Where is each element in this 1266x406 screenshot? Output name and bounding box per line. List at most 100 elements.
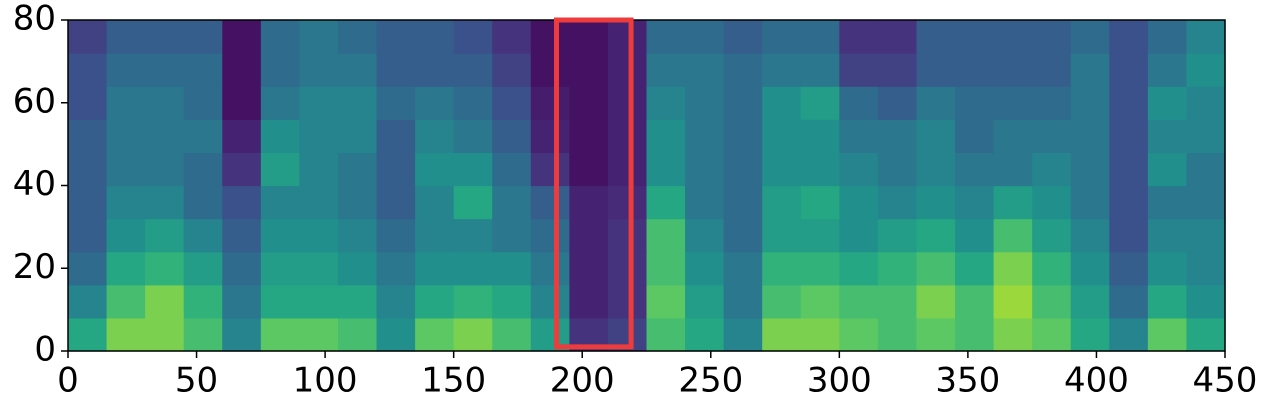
heatmap-cell bbox=[376, 119, 416, 153]
heatmap-cell bbox=[337, 152, 378, 187]
heatmap-cell bbox=[993, 86, 1033, 120]
heatmap-cell bbox=[839, 119, 879, 153]
heatmap-cell bbox=[569, 152, 609, 187]
heatmap-cell bbox=[1186, 152, 1226, 187]
heatmap-cell bbox=[1147, 251, 1188, 286]
heatmap-cell bbox=[877, 86, 918, 120]
heatmap-cell bbox=[800, 284, 840, 319]
heatmap-cell bbox=[145, 218, 185, 253]
heatmap-cell bbox=[1147, 185, 1188, 220]
heatmap-cell bbox=[685, 317, 725, 352]
heatmap-cell bbox=[1109, 317, 1149, 352]
heatmap-cell bbox=[415, 218, 455, 253]
x-tick-label: 300 bbox=[807, 361, 872, 401]
heatmap-cell bbox=[299, 119, 339, 153]
heatmap-cell bbox=[1070, 20, 1110, 54]
heatmap-cell bbox=[260, 152, 300, 187]
heatmap-cell bbox=[68, 20, 108, 54]
heatmap-cell bbox=[607, 185, 648, 220]
heatmap-cell bbox=[1070, 218, 1110, 253]
heatmap-cell bbox=[453, 284, 493, 319]
heatmap-cell bbox=[260, 20, 300, 54]
heatmap-cell bbox=[1032, 86, 1072, 120]
heatmap-cell bbox=[337, 251, 378, 286]
x-tick-label: 400 bbox=[1064, 361, 1129, 401]
heatmap-cell bbox=[183, 20, 223, 54]
heatmap-cell bbox=[993, 152, 1033, 187]
heatmap-cell bbox=[376, 53, 416, 87]
heatmap-cell bbox=[1070, 284, 1110, 319]
heatmap-cell bbox=[183, 218, 223, 253]
heatmap-cell bbox=[337, 86, 378, 120]
heatmap-cell bbox=[492, 53, 532, 87]
x-tick-label: 100 bbox=[293, 361, 358, 401]
heatmap-cell bbox=[685, 218, 725, 253]
heatmap-cell bbox=[145, 119, 185, 153]
heatmap-cell bbox=[877, 53, 918, 87]
heatmap-cell bbox=[569, 53, 609, 87]
heatmap-cell bbox=[569, 218, 609, 253]
heatmap-cell bbox=[145, 86, 185, 120]
heatmap-cell bbox=[1109, 218, 1149, 253]
heatmap-cell bbox=[1147, 218, 1188, 253]
heatmap-cell bbox=[183, 185, 223, 220]
heatmap-cell bbox=[492, 119, 532, 153]
heatmap-cell bbox=[68, 53, 108, 87]
heatmap-cell bbox=[877, 20, 918, 54]
heatmap-cell bbox=[222, 53, 262, 87]
heatmap-cell bbox=[1147, 152, 1188, 187]
heatmap-cell bbox=[723, 251, 763, 286]
heatmap-cell bbox=[68, 284, 108, 319]
heatmap-cell bbox=[1147, 86, 1188, 120]
heatmap-cell bbox=[877, 185, 918, 220]
heatmap-cell bbox=[492, 317, 532, 352]
heatmap-cell bbox=[1186, 119, 1226, 153]
heatmap-cell bbox=[299, 185, 339, 220]
heatmap-cell bbox=[1147, 284, 1188, 319]
heatmap-cell bbox=[1032, 152, 1072, 187]
heatmap-cell bbox=[299, 317, 339, 352]
heatmap-cell bbox=[569, 251, 609, 286]
heatmap-cell bbox=[916, 218, 956, 253]
heatmap-cell bbox=[415, 284, 455, 319]
heatmap-cell bbox=[1070, 152, 1110, 187]
heatmap-cell bbox=[145, 251, 185, 286]
heatmap-cell bbox=[646, 86, 686, 120]
heatmap-cell bbox=[646, 20, 686, 54]
heatmap-cell bbox=[685, 119, 725, 153]
heatmap-cell bbox=[337, 53, 378, 87]
heatmap-cell bbox=[1109, 152, 1149, 187]
heatmap-cell bbox=[106, 251, 146, 286]
heatmap-cell bbox=[1070, 317, 1110, 352]
heatmap-cell bbox=[415, 20, 455, 54]
heatmap-cell bbox=[106, 284, 146, 319]
heatmap-cell bbox=[376, 317, 416, 352]
heatmap-cell bbox=[993, 284, 1033, 319]
x-tick-label: 250 bbox=[678, 361, 743, 401]
heatmap-cell bbox=[530, 251, 570, 286]
heatmap-cell bbox=[1186, 185, 1226, 220]
heatmap-cell bbox=[1147, 20, 1188, 54]
heatmap-cell bbox=[222, 152, 262, 187]
heatmap-cell bbox=[530, 218, 570, 253]
heatmap-cell bbox=[685, 152, 725, 187]
heatmap-cell bbox=[222, 218, 262, 253]
heatmap-cell bbox=[685, 20, 725, 54]
heatmap-cell bbox=[1186, 284, 1226, 319]
heatmap-cell bbox=[145, 317, 185, 352]
heatmap-cell bbox=[145, 53, 185, 87]
heatmap-cell bbox=[1109, 53, 1149, 87]
heatmap-cell bbox=[453, 317, 493, 352]
heatmap-cell bbox=[762, 119, 802, 153]
heatmap-cell bbox=[492, 185, 532, 220]
heatmap-cell bbox=[723, 218, 763, 253]
heatmap-cell bbox=[68, 152, 108, 187]
heatmap-cell bbox=[453, 218, 493, 253]
heatmap-cell bbox=[183, 53, 223, 87]
heatmap-cell bbox=[492, 152, 532, 187]
heatmap-cell bbox=[1032, 53, 1072, 87]
heatmap-cell bbox=[1109, 20, 1149, 54]
heatmap-cell bbox=[492, 20, 532, 54]
x-tick-label: 200 bbox=[550, 361, 615, 401]
heatmap-cell bbox=[762, 53, 802, 87]
